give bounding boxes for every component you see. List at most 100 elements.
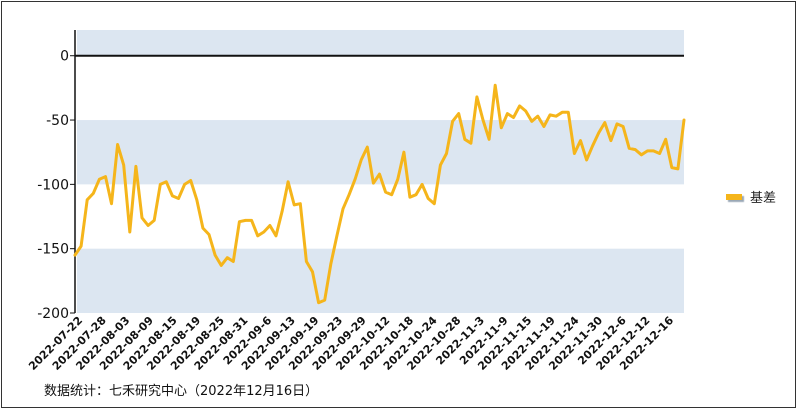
data-point-basis xyxy=(159,183,162,186)
data-point-basis xyxy=(250,219,253,222)
data-point-basis xyxy=(500,126,503,129)
data-point-basis xyxy=(627,147,631,150)
data-point-basis xyxy=(213,253,217,257)
data-point-basis xyxy=(408,196,412,199)
data-point-basis xyxy=(366,145,369,149)
data-point-basis xyxy=(542,125,546,128)
data-point-basis xyxy=(396,178,399,181)
data-point-basis xyxy=(439,163,442,167)
data-point-basis xyxy=(585,158,588,162)
data-point-basis xyxy=(469,142,473,145)
band-0 xyxy=(77,30,684,56)
data-point-basis xyxy=(536,114,540,118)
legend-swatch-basis xyxy=(726,193,742,200)
data-point-basis xyxy=(682,118,686,122)
data-point-basis xyxy=(384,190,387,194)
data-point-basis xyxy=(463,138,466,141)
data-point-basis xyxy=(305,260,308,263)
data-point-basis xyxy=(347,193,351,196)
data-point-basis xyxy=(238,220,241,223)
data-point-basis xyxy=(487,138,491,141)
data-point-basis xyxy=(256,234,259,238)
data-point-basis xyxy=(110,202,113,205)
legend-label-basis: 基差 xyxy=(750,191,777,206)
data-point-basis xyxy=(597,131,600,135)
data-point-basis xyxy=(323,298,326,302)
data-point-basis xyxy=(189,179,192,182)
data-point-basis xyxy=(481,118,485,122)
data-point-basis xyxy=(329,262,332,266)
data-point-basis xyxy=(609,139,613,142)
data-point-basis xyxy=(640,153,643,156)
data-point-basis xyxy=(299,202,302,205)
data-point-basis xyxy=(579,139,582,142)
data-point-basis xyxy=(85,198,89,201)
data-point-basis xyxy=(311,270,314,274)
data-point-basis xyxy=(567,111,570,114)
data-point-basis xyxy=(420,183,424,186)
data-point-basis xyxy=(195,198,198,201)
data-point-basis xyxy=(79,244,83,248)
data-point-basis xyxy=(244,219,247,222)
data-point-basis xyxy=(427,197,430,200)
data-point-basis xyxy=(116,143,119,146)
data-point-basis xyxy=(177,197,180,200)
data-point-basis xyxy=(73,253,77,257)
data-point-basis xyxy=(457,112,460,115)
data-source-note: 数据统计：七禾研究中心（2022年12月16日） xyxy=(44,384,319,399)
data-point-basis xyxy=(518,104,521,108)
data-point-basis xyxy=(335,234,339,238)
data-point-basis xyxy=(128,230,132,234)
y-tick-label: -150 xyxy=(37,242,69,258)
data-point-basis xyxy=(146,224,150,227)
data-point-basis xyxy=(262,230,265,234)
data-point-basis xyxy=(676,167,680,171)
data-point-basis xyxy=(475,95,479,99)
data-point-basis xyxy=(226,256,229,259)
data-point-basis xyxy=(353,178,357,181)
data-point-basis xyxy=(98,178,101,181)
data-point-basis xyxy=(621,125,625,128)
data-point-basis xyxy=(274,234,278,238)
data-point-basis xyxy=(232,260,235,263)
data-point-basis xyxy=(293,203,296,207)
data-point-basis xyxy=(207,233,211,236)
data-point-basis xyxy=(104,175,107,178)
data-point-basis xyxy=(280,210,284,213)
data-point-basis xyxy=(451,120,454,123)
data-point-basis xyxy=(134,165,138,168)
y-tick-label: -50 xyxy=(46,113,69,129)
data-point-basis xyxy=(634,148,637,151)
data-point-basis xyxy=(554,114,558,118)
data-point-basis xyxy=(268,224,272,227)
data-point-basis xyxy=(494,84,497,87)
data-point-basis xyxy=(506,112,509,115)
data-point-basis xyxy=(183,183,186,186)
data-point-basis xyxy=(414,193,418,196)
y-tick-label: 0 xyxy=(60,49,69,65)
data-point-basis xyxy=(165,180,168,183)
data-point-basis xyxy=(92,192,95,195)
data-point-basis xyxy=(140,216,144,220)
data-point-basis xyxy=(341,207,345,211)
data-point-basis xyxy=(512,116,515,119)
data-point-basis xyxy=(603,121,607,124)
band-2 xyxy=(77,248,684,313)
data-point-basis xyxy=(548,113,552,117)
data-point-basis xyxy=(670,166,674,169)
data-point-basis xyxy=(152,219,156,222)
data-point-basis xyxy=(615,122,619,126)
data-point-basis xyxy=(372,181,375,185)
data-point-basis xyxy=(402,151,406,154)
data-point-basis xyxy=(219,264,223,267)
data-point-basis xyxy=(591,144,594,147)
data-point-basis xyxy=(360,158,363,162)
data-point-basis xyxy=(530,120,533,123)
data-point-basis xyxy=(201,226,205,230)
data-point-basis xyxy=(171,194,174,198)
data-point-basis xyxy=(561,111,564,114)
data-point-basis xyxy=(573,152,576,155)
data-point-basis xyxy=(433,202,436,205)
